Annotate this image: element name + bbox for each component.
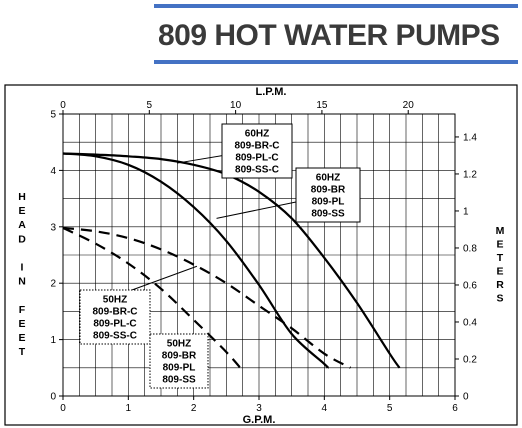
x2-tick-label: 5 bbox=[147, 100, 153, 111]
series-60hz-c-curve bbox=[62, 152, 401, 369]
x2-axis-title: L.P.M. bbox=[256, 86, 287, 98]
callout-text-line: 809-BR bbox=[162, 351, 197, 362]
y-axis-title-letter: F bbox=[19, 304, 26, 316]
y2-axis-title-letter: R bbox=[496, 279, 504, 291]
callout-text-line: 50HZ bbox=[167, 339, 191, 350]
x-tick-label: 2 bbox=[191, 403, 197, 414]
x-tick-label: 4 bbox=[322, 403, 328, 414]
page-title: 809 HOT WATER PUMPS bbox=[158, 19, 500, 52]
y-axis-title-letter: E bbox=[18, 318, 25, 330]
y2-tick-label: 1 bbox=[463, 206, 469, 217]
callout-60hz-box bbox=[295, 167, 361, 223]
x2-tick-label: 0 bbox=[60, 100, 66, 111]
y-axis-title-letter: E bbox=[18, 332, 25, 344]
x-tick-label: 0 bbox=[60, 403, 66, 414]
callout-text-line: 809-PL bbox=[163, 363, 196, 374]
y2-tick-label: 1.4 bbox=[463, 132, 477, 143]
y2-tick-label: 0.8 bbox=[463, 243, 477, 254]
series-50hz-c-curve bbox=[62, 226, 352, 369]
y2-axis-title-letter: S bbox=[496, 293, 503, 305]
series-group bbox=[62, 152, 401, 372]
y-tick-label: 5 bbox=[50, 110, 56, 121]
callout-text-line: 809-PL-C bbox=[235, 153, 278, 164]
y-axis-title-letter: I bbox=[21, 262, 24, 274]
series-50hz-curve bbox=[62, 226, 244, 372]
y-axis-title-letter: D bbox=[18, 233, 26, 245]
y2-tick-label: 0 bbox=[463, 392, 469, 403]
x2-tick-label: 10 bbox=[230, 100, 242, 111]
y-axis-title-letter: T bbox=[19, 346, 26, 358]
callout-text-line: 809-BR-C bbox=[234, 141, 279, 152]
y2-axis-title-letter: M bbox=[496, 225, 505, 237]
y-tick-label: 0 bbox=[50, 392, 56, 403]
y2-tick-label: 0.6 bbox=[463, 280, 477, 291]
callout-text-line: 809-PL-C bbox=[93, 319, 136, 330]
x-tick-label: 1 bbox=[126, 403, 132, 414]
pump-curve-chart: 0 1 2 3 4 5 60 5 10 15 2001234500.20.40.60.811.21.… bbox=[4, 84, 518, 426]
y2-axis-title-letter: T bbox=[497, 252, 504, 264]
y-tick-label: 4 bbox=[50, 166, 56, 177]
y2-axis-title-letter: E bbox=[496, 239, 503, 251]
callout-text-line: 60HZ bbox=[245, 129, 269, 140]
callout-text-line: 809-BR bbox=[311, 185, 346, 196]
callout-pointer-line bbox=[131, 265, 198, 291]
callout-text-line: 809-BR-C bbox=[92, 307, 137, 318]
y-axis-title-letter: E bbox=[18, 205, 25, 217]
y-axis-title-letter: N bbox=[18, 276, 26, 288]
y-axis-title-letter: H bbox=[18, 191, 26, 203]
callout-50hz-box bbox=[149, 333, 209, 389]
callout-text-line: 50HZ bbox=[103, 295, 127, 306]
callout-pointer-line bbox=[216, 201, 297, 219]
y-tick-label: 3 bbox=[50, 222, 56, 233]
callout-text-line: 809-SS bbox=[162, 375, 196, 386]
title-rule-top bbox=[154, 4, 518, 8]
callout-60hz-c-box bbox=[221, 123, 293, 179]
y2-tick-label: 1.2 bbox=[463, 169, 477, 180]
ticks: 0 1 2 3 4 5 60 5 10 15 2001234500.20.40.60.811.21.… bbox=[50, 100, 477, 414]
callout-text-line: 809-SS bbox=[311, 209, 345, 220]
x-tick-label: 3 bbox=[256, 403, 262, 414]
callout-text-line: 809-PL bbox=[312, 197, 345, 208]
y2-tick-label: 0.4 bbox=[463, 317, 477, 328]
x-tick-label: 6 bbox=[452, 403, 458, 414]
y-tick-label: 2 bbox=[50, 279, 56, 290]
series-60hz-curve bbox=[62, 152, 330, 369]
callout-text-line: 60HZ bbox=[316, 173, 340, 184]
callout-text-line: 809-SS-C bbox=[235, 165, 279, 176]
y2-axis-title-letter: E bbox=[496, 266, 503, 278]
x2-tick-label: 15 bbox=[316, 100, 328, 111]
y2-tick-label: 0.2 bbox=[463, 354, 477, 365]
y-tick-label: 1 bbox=[50, 335, 56, 346]
title-rule-bottom bbox=[154, 60, 518, 64]
y-axis-title-letter: A bbox=[18, 219, 26, 231]
x-tick-label: 5 bbox=[387, 403, 393, 414]
x2-tick-label: 20 bbox=[403, 100, 415, 111]
callouts: 60HZ809-BR-C809-PL-C809-SS-C60HZ809-BR80… bbox=[79, 123, 361, 389]
callout-text-line: 809-SS-C bbox=[93, 331, 137, 342]
callout-50hz-c-box bbox=[79, 289, 151, 345]
x-axis-title: G.P.M. bbox=[243, 414, 276, 426]
